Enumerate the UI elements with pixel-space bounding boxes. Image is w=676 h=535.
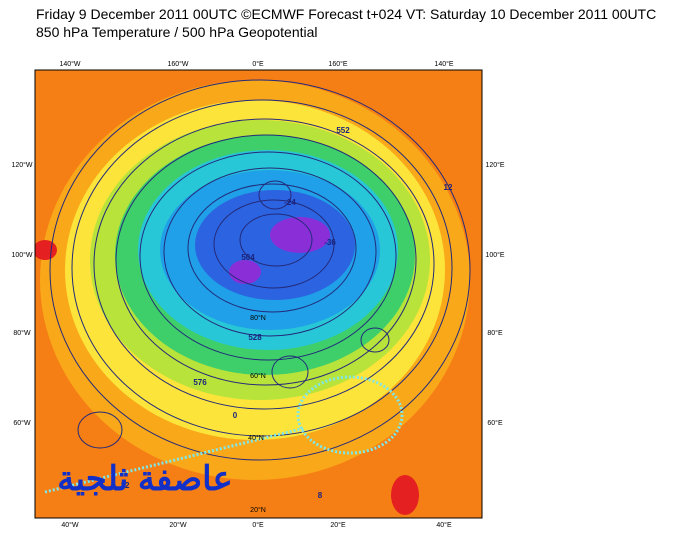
contour-label: -24 [284,198,296,207]
latitude-label: 80°N [250,314,266,322]
contour-label: 528 [248,333,262,342]
cold-core [229,260,261,284]
longitude-label: 160°W [167,60,188,68]
longitude-label: 140°W [59,60,80,68]
longitude-label: 120°W [11,161,32,169]
longitude-label: 80°W [13,329,31,337]
longitude-label: 20°E [330,521,346,529]
longitude-label: 40°E [436,521,452,529]
longitude-label: 100°W [11,251,32,259]
latitude-label: 60°N [250,372,266,380]
contour-label: 576 [193,378,207,387]
contour-label: 12 [444,183,453,192]
longitude-label: 100°E [485,251,504,259]
longitude-label: 0°E [252,521,264,529]
warm-core [35,240,57,260]
longitude-label: 120°E [485,161,504,169]
map-frame [34,69,483,519]
contour-label: 0 [233,411,238,420]
annotation: عاصفة ثلجية [57,460,233,498]
highlight-oval [296,375,404,455]
highlight-pointer [44,426,306,494]
contour-label: 552 [336,126,350,135]
contour-label: 12 [121,481,130,490]
longitude-label: 20°W [169,521,187,529]
longitude-label: 140°E [434,60,453,68]
cold-core [270,217,330,253]
latitude-label: 20°N [250,506,266,514]
contour-label: -36 [324,238,336,247]
longitude-label: 0°E [252,60,264,68]
longitude-label: 160°E [328,60,347,68]
longitude-label: 80°E [487,329,503,337]
contour-label: 504 [241,253,255,262]
warm-core [391,475,419,515]
longitude-label: 40°W [61,521,79,529]
contour-label: 8 [318,491,323,500]
subtitle-line: 850 hPa Temperature / 500 hPa Geopotenti… [36,24,318,40]
latitude-label: 40°N [248,434,264,442]
longitude-label: 60°W [13,419,31,427]
longitude-label: 60°E [487,419,503,427]
title-line: Friday 9 December 2011 00UTC ©ECMWF Fore… [36,6,657,22]
map-field [35,70,482,518]
geopotential-contours [49,79,471,461]
